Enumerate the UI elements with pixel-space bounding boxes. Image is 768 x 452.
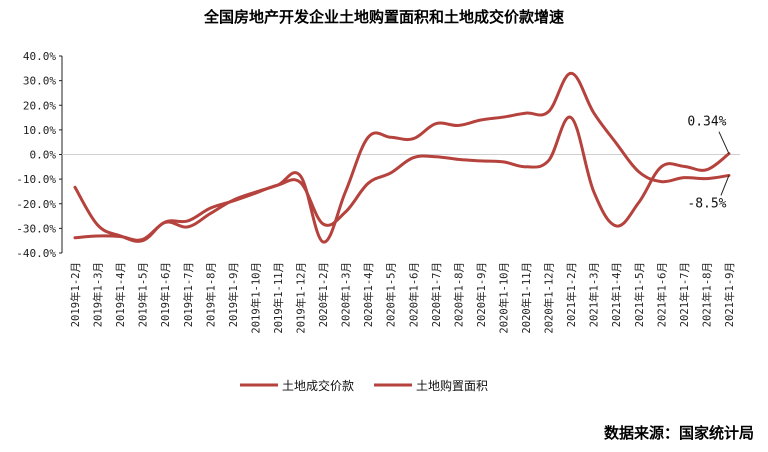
x-tick-label: 2019年1-8月: [204, 262, 217, 327]
x-tick-label: 2020年1-9月: [475, 262, 488, 327]
legend-label: 土地购置面积: [416, 378, 488, 393]
x-tick-label: 2020年1-10月: [497, 262, 510, 334]
chart-title: 全国房地产开发企业土地购置面积和土地成交价款增速: [203, 8, 564, 26]
x-tick-label: 2021年1-4月: [610, 262, 623, 327]
x-tick-label: 2021年1-9月: [723, 262, 736, 327]
x-tick-label: 2020年1-3月: [340, 262, 353, 327]
y-tick-label: -30.0%: [16, 222, 56, 235]
x-tick-label: 2021年1-3月: [588, 262, 601, 327]
x-tick-label: 2020年1-8月: [452, 262, 465, 327]
y-tick-label: 10.0%: [23, 124, 56, 137]
series-line-0: [73, 71, 731, 244]
x-tick-label: 2020年1-12月: [543, 262, 556, 334]
y-tick-label: 20.0%: [23, 99, 56, 112]
x-tick-label: 2019年1-10月: [249, 262, 262, 334]
y-tick-label: -20.0%: [16, 198, 56, 211]
y-tick-label: 40.0%: [23, 50, 56, 63]
source-note: 数据来源：国家统计局: [603, 424, 754, 442]
x-tick-label: 2019年1-6月: [159, 262, 172, 327]
legend: 土地成交价款 土地购置面积: [240, 378, 488, 393]
x-tick-label: 2021年1-8月: [700, 262, 713, 327]
y-axis-ticks: 40.0% 30.0% 20.0% 10.0% 0.0% -10.0% -20.0% -30.…: [16, 50, 62, 260]
x-tick-label: 2020年1-4月: [362, 262, 375, 327]
x-tick-label: 2020年1-2月: [317, 262, 330, 327]
y-tick-label: -40.0%: [16, 247, 56, 260]
x-tick-label: 2019年1-2月: [69, 262, 82, 327]
x-tick-label: 2019年1-3月: [92, 262, 105, 327]
annotation-label: 0.34%: [687, 115, 726, 130]
x-tick-label: 2021年1-2月: [565, 262, 578, 327]
legend-label: 土地成交价款: [282, 378, 354, 393]
y-tick-label: -10.0%: [16, 173, 56, 186]
x-tick-label: 2019年1-7月: [182, 262, 195, 327]
x-tick-label: 2021年1-5月: [633, 262, 646, 327]
x-tick-label: 2019年1-5月: [137, 262, 150, 327]
annotation-label: -8.5%: [687, 196, 726, 211]
annotation-leader: [718, 131, 730, 154]
series-line-1: [73, 115, 731, 242]
y-tick-label: 30.0%: [23, 75, 56, 88]
x-tick-label: 2020年1-11月: [520, 262, 533, 334]
x-tick-label: 2019年1-4月: [114, 262, 127, 327]
y-tick-label: 0.0%: [30, 149, 57, 162]
x-tick-label: 2020年1-5月: [385, 262, 398, 327]
annotation-leader: [720, 175, 730, 196]
x-tick-label: 2019年1-9月: [227, 262, 240, 327]
x-tick-label: 2021年1-7月: [678, 262, 691, 327]
x-tick-label: 2019年1-12月: [295, 262, 308, 334]
x-tick-label: 2021年1-6月: [655, 262, 668, 327]
annotations: 0.34% -8.5%: [687, 115, 730, 211]
x-axis-ticks: 2019年1-2月 2019年1-3月 2019年1-4月 2019年1-5月 2019…: [69, 262, 736, 334]
x-tick-label: 2019年1-11月: [272, 262, 285, 334]
series-layer: [73, 71, 731, 244]
x-tick-label: 2020年1-6月: [407, 262, 420, 327]
x-tick-label: 2020年1-7月: [430, 262, 443, 327]
